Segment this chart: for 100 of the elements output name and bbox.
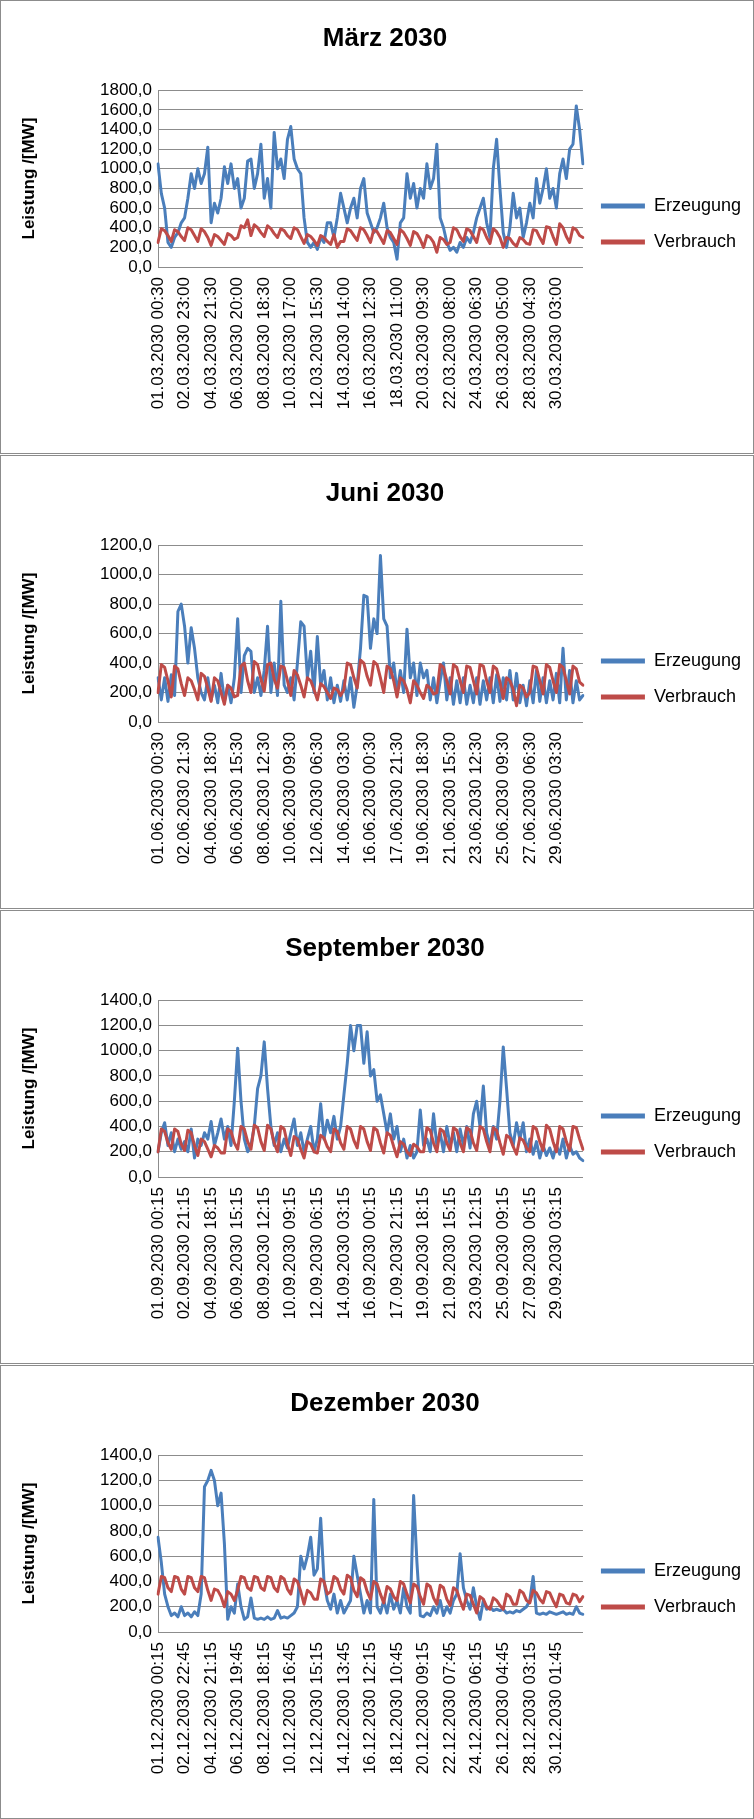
- y-tick-label: 1000,0: [100, 564, 152, 584]
- legend-label: Erzeugung: [653, 649, 742, 670]
- y-tick-label: 200,0: [109, 682, 152, 702]
- y-tick-label: 1200,0: [100, 1470, 152, 1490]
- x-tick-label: 26.03.2030 05:00: [492, 277, 512, 410]
- x-tick-label: 12.03.2030 15:30: [307, 277, 327, 410]
- x-tick-label: 23.06.2030 12:30: [466, 732, 486, 865]
- x-tick-label: 08.12.2030 18:15: [253, 1642, 273, 1775]
- x-tick-label: 21.06.2030 15:30: [439, 732, 459, 865]
- y-tick-label: 0,0: [128, 1166, 152, 1186]
- x-tick-label: 04.12.2030 21:15: [200, 1642, 220, 1775]
- y-tick-label: 200,0: [109, 1141, 152, 1161]
- chart-title: März 2030: [322, 21, 448, 52]
- x-tick-label: 04.09.2030 18:15: [200, 1187, 220, 1320]
- y-tick-label: 200,0: [109, 237, 152, 257]
- x-tick-label: 28.12.2030 03:15: [519, 1642, 539, 1775]
- y-tick-label: 600,0: [109, 1545, 152, 1565]
- y-tick-label: 0,0: [128, 256, 152, 276]
- x-tick-label: 02.03.2030 23:00: [174, 277, 194, 410]
- x-tick-label: 30.12.2030 01:45: [546, 1642, 566, 1775]
- x-tick-label: 04.06.2030 18:30: [200, 732, 220, 865]
- x-tick-label: 12.06.2030 06:30: [307, 732, 327, 865]
- x-tick-label: 14.03.2030 14:00: [333, 277, 353, 410]
- x-tick-label: 30.03.2030 03:00: [546, 277, 566, 410]
- x-tick-label: 06.06.2030 15:30: [227, 732, 247, 865]
- y-axis-title: Leistung /[MW]: [18, 572, 38, 695]
- x-tick-label: 12.09.2030 06:15: [307, 1187, 327, 1320]
- x-tick-label: 10.06.2030 09:30: [280, 732, 300, 865]
- legend-label: Erzeugung: [653, 1559, 742, 1580]
- y-axis-title: Leistung /[MW]: [18, 117, 38, 240]
- x-tick-label: 18.12.2030 10:45: [386, 1642, 406, 1775]
- x-tick-label: 02.12.2030 22:45: [174, 1642, 194, 1775]
- y-tick-label: 1400,0: [100, 1444, 152, 1464]
- y-tick-label: 400,0: [109, 652, 152, 672]
- x-tick-label: 06.03.2030 20:00: [227, 277, 247, 410]
- x-tick-label: 19.09.2030 18:15: [413, 1187, 433, 1320]
- x-tick-label: 02.06.2030 21:30: [174, 732, 194, 865]
- x-tick-label: 16.03.2030 12:30: [360, 277, 380, 410]
- y-tick-label: 400,0: [109, 217, 152, 237]
- x-tick-label: 17.09.2030 21:15: [386, 1187, 406, 1320]
- x-tick-label: 16.12.2030 12:15: [360, 1642, 380, 1775]
- x-tick-label: 28.03.2030 04:30: [519, 277, 539, 410]
- x-tick-label: 08.03.2030 18:30: [253, 277, 273, 410]
- x-tick-label: 24.12.2030 06:15: [466, 1642, 486, 1775]
- y-tick-label: 1400,0: [100, 989, 152, 1009]
- legend-label: Verbrauch: [653, 1595, 736, 1616]
- y-tick-label: 600,0: [109, 623, 152, 643]
- x-tick-label: 01.03.2030 00:30: [147, 277, 167, 410]
- x-tick-label: 29.09.2030 03:15: [546, 1187, 566, 1320]
- y-tick-label: 600,0: [109, 197, 152, 217]
- y-tick-label: 1000,0: [100, 1040, 152, 1060]
- y-tick-label: 800,0: [109, 1065, 152, 1085]
- y-tick-label: 1200,0: [100, 1015, 152, 1035]
- y-tick-label: 1200,0: [100, 534, 152, 554]
- x-tick-label: 20.03.2030 09:30: [413, 277, 433, 410]
- y-tick-label: 400,0: [109, 1116, 152, 1136]
- x-tick-label: 26.12.2030 04:45: [492, 1642, 512, 1775]
- x-tick-label: 01.09.2030 00:15: [147, 1187, 167, 1320]
- y-tick-label: 400,0: [109, 1571, 152, 1591]
- y-axis-title: Leistung /[MW]: [18, 1027, 38, 1150]
- chart-title: September 2030: [285, 931, 485, 962]
- x-tick-label: 10.12.2030 16:45: [280, 1642, 300, 1775]
- x-tick-label: 12.12.2030 15:15: [307, 1642, 327, 1775]
- x-tick-label: 24.03.2030 06:30: [466, 277, 486, 410]
- x-tick-label: 10.03.2030 17:00: [280, 277, 300, 410]
- x-tick-label: 18.03.2030 11:00: [386, 277, 406, 409]
- y-axis-title: Leistung /[MW]: [18, 1482, 38, 1605]
- x-tick-label: 06.09.2030 15:15: [227, 1187, 247, 1320]
- x-tick-label: 25.09.2030 09:15: [492, 1187, 512, 1320]
- x-tick-label: 27.09.2030 06:15: [519, 1187, 539, 1320]
- y-tick-label: 0,0: [128, 711, 152, 731]
- legend-label: Verbrauch: [653, 230, 736, 251]
- x-tick-label: 16.09.2030 00:15: [360, 1187, 380, 1320]
- chart-title: Juni 2030: [325, 476, 445, 507]
- x-tick-label: 29.06.2030 03:30: [546, 732, 566, 865]
- y-tick-label: 800,0: [109, 593, 152, 613]
- x-tick-label: 17.06.2030 21:30: [386, 732, 406, 865]
- y-tick-label: 1000,0: [100, 158, 152, 178]
- x-tick-label: 02.09.2030 21:15: [174, 1187, 194, 1320]
- x-tick-label: 04.03.2030 21:30: [200, 277, 220, 410]
- x-tick-label: 23.09.2030 12:15: [466, 1187, 486, 1320]
- x-tick-label: 14.09.2030 03:15: [333, 1187, 353, 1320]
- x-tick-label: 16.06.2030 00:30: [360, 732, 380, 865]
- x-tick-label: 01.06.2030 00:30: [147, 732, 167, 865]
- y-tick-label: 1000,0: [100, 1495, 152, 1515]
- chart-title: Dezember 2030: [290, 1386, 480, 1417]
- x-tick-label: 20.12.2030 09:15: [413, 1642, 433, 1775]
- x-tick-label: 25.06.2030 09:30: [492, 732, 512, 865]
- legend-label: Erzeugung: [653, 194, 742, 215]
- x-tick-label: 14.12.2030 13:45: [333, 1642, 353, 1775]
- x-tick-label: 19.06.2030 18:30: [413, 732, 433, 865]
- y-tick-label: 200,0: [109, 1596, 152, 1616]
- y-tick-label: 800,0: [109, 178, 152, 198]
- x-tick-label: 08.09.2030 12:15: [253, 1187, 273, 1320]
- x-tick-label: 22.12.2030 07:45: [439, 1642, 459, 1775]
- legend-label: Verbrauch: [653, 1140, 736, 1161]
- y-tick-label: 1400,0: [100, 119, 152, 139]
- y-tick-label: 1200,0: [100, 138, 152, 158]
- x-tick-label: 06.12.2030 19:45: [227, 1642, 247, 1775]
- x-tick-label: 14.06.2030 03:30: [333, 732, 353, 865]
